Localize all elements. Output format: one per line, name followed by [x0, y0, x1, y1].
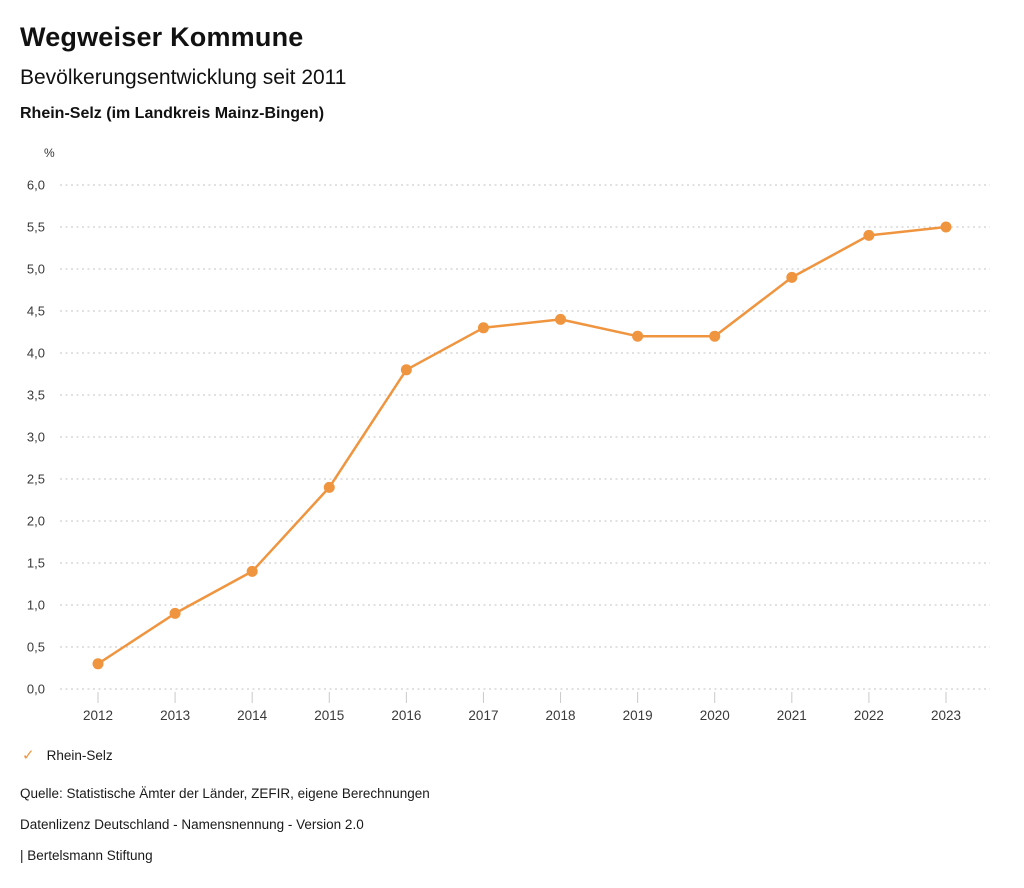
x-tick-label: 2012: [83, 708, 113, 723]
x-tick-label: 2023: [931, 708, 961, 723]
data-point[interactable]: [940, 221, 952, 233]
legend[interactable]: ✓ Rhein-Selz: [22, 745, 113, 765]
x-tick-label: 2019: [623, 708, 653, 723]
y-tick-label: 0,5: [27, 640, 45, 655]
y-tick-label: 6,0: [27, 178, 45, 193]
legend-series-label: Rhein-Selz: [46, 747, 113, 763]
series-points-rhein-selz[interactable]: [92, 221, 952, 670]
data-point[interactable]: [632, 330, 644, 342]
x-tick-label: 2022: [854, 708, 884, 723]
page-title: Wegweiser Kommune: [20, 22, 304, 52]
x-tick-label: 2016: [391, 708, 421, 723]
x-tick-label: 2013: [160, 708, 190, 723]
y-tick-label: 1,0: [27, 598, 45, 613]
x-tick-label: 2017: [468, 708, 498, 723]
y-axis-labels: 0,0 0,5 1,0 1,5 2,0 2,5 3,0 3,5 4,0 4,5 5,0 5,5 6,0: [27, 178, 45, 697]
y-tick-label: 4,0: [27, 346, 45, 361]
data-point[interactable]: [246, 565, 258, 577]
region-label: Rhein-Selz (im Landkreis Mainz-Bingen): [20, 105, 325, 122]
line-chart-svg: 0,0 0,5 1,0 1,5 2,0 2,5 3,0 3,5 4,0 4,5 5,0 5,5 6,0 2…: [27, 178, 990, 723]
data-point[interactable]: [169, 607, 181, 619]
data-point[interactable]: [400, 364, 412, 376]
data-point[interactable]: [92, 658, 104, 670]
y-tick-label: 0,0: [27, 682, 45, 697]
y-tick-label: 1,5: [27, 556, 45, 571]
source-text: Quelle: Statistische Ämter der Länder, Z…: [20, 786, 430, 801]
y-tick-label: 5,5: [27, 220, 45, 235]
x-axis-ticks: [97, 692, 947, 703]
data-point[interactable]: [786, 271, 798, 283]
y-tick-label: 5,0: [27, 262, 45, 277]
attribution-text: | Bertelsmann Stiftung: [20, 848, 153, 863]
license-text: Datenlizenz Deutschland - Namensnennung …: [20, 817, 364, 832]
chart-subtitle: Bevölkerungsentwicklung seit 2011: [20, 66, 347, 89]
y-axis-unit-label: %: [44, 146, 55, 160]
x-tick-label: 2014: [237, 708, 268, 723]
x-tick-label: 2018: [546, 708, 576, 723]
data-point[interactable]: [709, 330, 721, 342]
x-tick-label: 2021: [777, 708, 807, 723]
data-point[interactable]: [323, 481, 335, 493]
y-tick-label: 3,5: [27, 388, 45, 403]
series-line-rhein-selz: [96, 225, 948, 666]
y-tick-label: 2,5: [27, 472, 45, 487]
data-point[interactable]: [477, 322, 489, 334]
x-tick-label: 2020: [700, 708, 730, 723]
y-tick-label: 3,0: [27, 430, 45, 445]
x-tick-label: 2015: [314, 708, 344, 723]
y-tick-label: 4,5: [27, 304, 45, 319]
y-tick-label: 2,0: [27, 514, 45, 529]
chart-area: 0,0 0,5 1,0 1,5 2,0 2,5 3,0 3,5 4,0 4,5 5,0 5,5 6,0 2…: [0, 140, 1024, 730]
gridlines: [60, 184, 990, 690]
legend-check-icon: ✓: [22, 746, 35, 764]
data-point[interactable]: [555, 313, 567, 325]
data-point[interactable]: [863, 229, 875, 241]
x-axis-labels: 2012 2013 2014 2015 2016 2017 2018 2019 2020 2021…: [83, 708, 961, 723]
